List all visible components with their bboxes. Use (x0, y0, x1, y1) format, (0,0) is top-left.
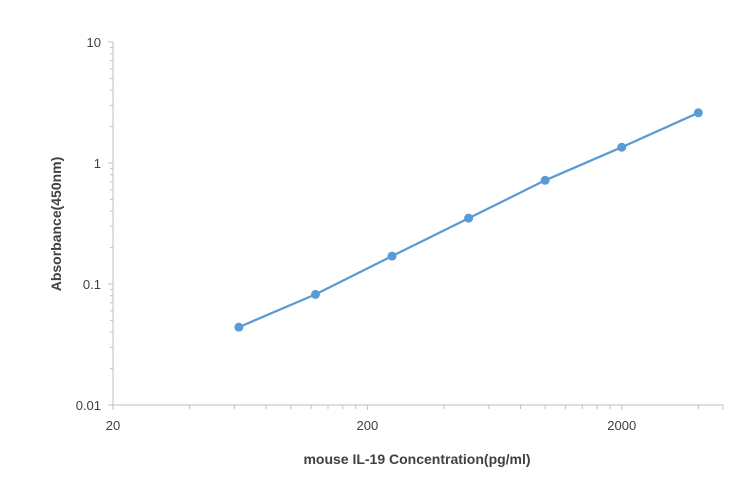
x-axis: 20 200 2000 (106, 404, 724, 433)
y-axis: 0.01 0.1 1 10 (76, 35, 114, 413)
y-tick-label: 0.1 (83, 277, 101, 292)
y-tick-label: 0.01 (76, 398, 101, 413)
y-tick-label: 1 (94, 156, 101, 171)
y-axis-title: Absorbance(450nm) (48, 157, 64, 292)
data-point (234, 322, 244, 332)
data-point (387, 251, 397, 261)
x-tick-label: 20 (106, 418, 120, 433)
data-point (310, 289, 320, 299)
y-tick-label: 10 (87, 35, 101, 50)
x-axis-title: mouse IL-19 Concentration(pg/ml) (303, 451, 530, 467)
data-point (464, 213, 474, 223)
data-point (693, 108, 703, 118)
series-layer (234, 108, 703, 332)
x-tick-label: 200 (357, 418, 379, 433)
data-point (540, 175, 550, 185)
x-tick-label: 2000 (607, 418, 636, 433)
data-point (617, 142, 627, 152)
